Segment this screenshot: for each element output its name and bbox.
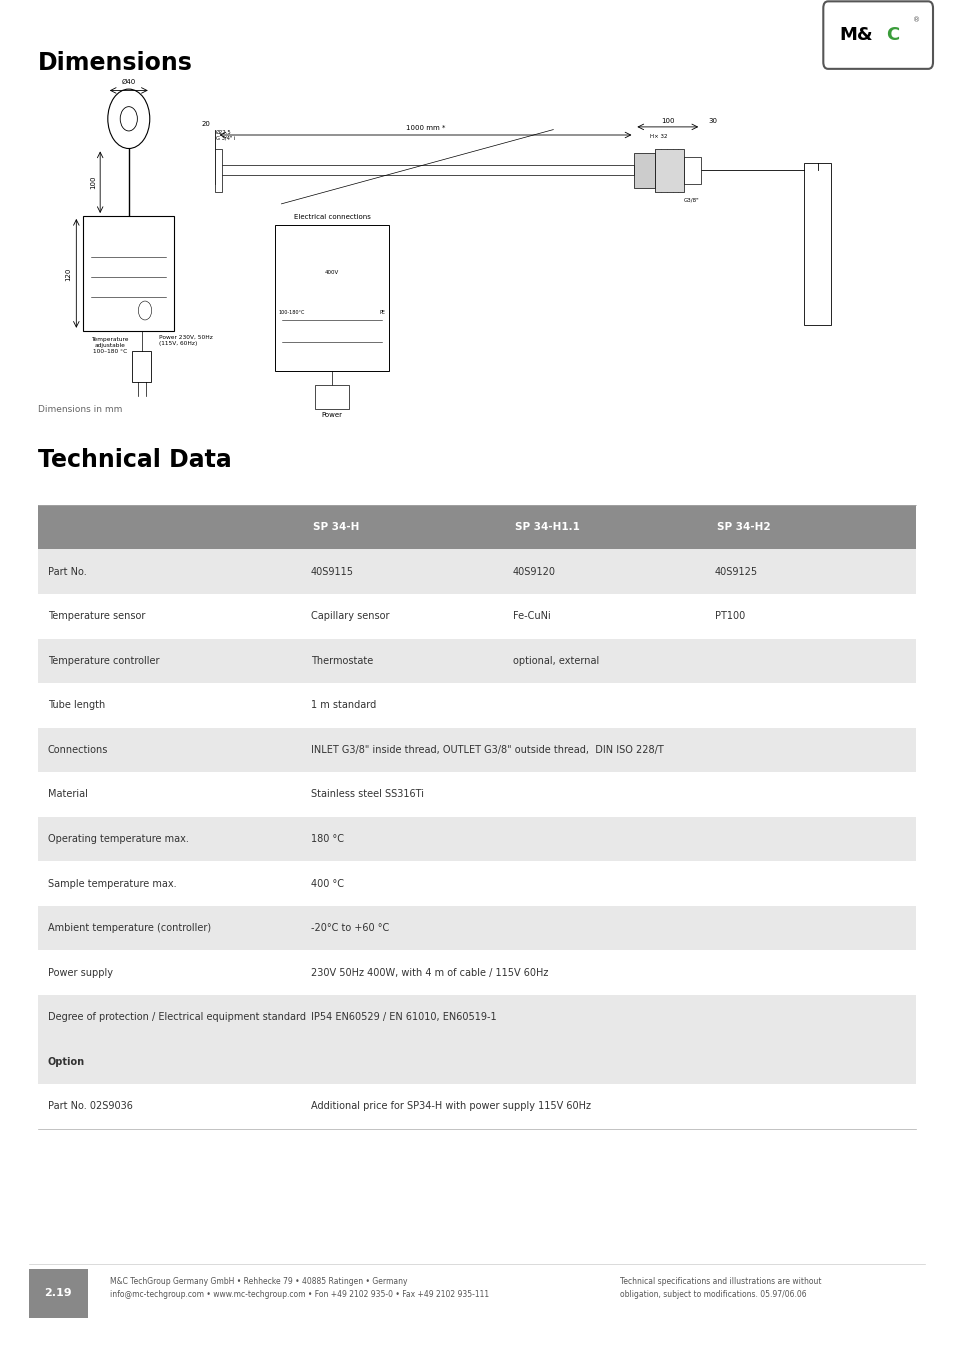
Text: Electrical connections: Electrical connections xyxy=(294,215,370,220)
Text: Power: Power xyxy=(321,412,342,417)
Bar xyxy=(116,304,128,320)
Text: Ø40: Ø40 xyxy=(122,80,135,85)
Bar xyxy=(299,342,309,355)
Text: Fe-CuNi: Fe-CuNi xyxy=(513,612,550,621)
Text: Part No. 02S9036: Part No. 02S9036 xyxy=(48,1102,132,1111)
Text: 30: 30 xyxy=(708,119,717,124)
Bar xyxy=(330,342,339,355)
Bar xyxy=(38,817,915,861)
Text: Capillary sensor: Capillary sensor xyxy=(311,612,389,621)
Text: 180 °C: 180 °C xyxy=(311,834,344,844)
Text: Technical Data: Technical Data xyxy=(38,448,232,472)
Bar xyxy=(214,148,222,192)
Bar xyxy=(38,505,915,549)
Text: Power supply: Power supply xyxy=(48,968,112,977)
Text: 120: 120 xyxy=(66,267,71,281)
Bar xyxy=(803,163,830,325)
Text: Temperature sensor: Temperature sensor xyxy=(48,612,145,621)
Bar xyxy=(38,639,915,683)
Circle shape xyxy=(120,107,137,131)
Bar xyxy=(38,861,915,906)
Bar xyxy=(345,342,355,355)
Text: M&: M& xyxy=(839,26,872,45)
Bar xyxy=(38,728,915,772)
Text: Additional price for SP34-H with power supply 115V 60Hz: Additional price for SP34-H with power s… xyxy=(311,1102,591,1111)
Text: Option: Option xyxy=(48,1057,85,1066)
Text: Operating temperature max.: Operating temperature max. xyxy=(48,834,189,844)
Bar xyxy=(634,153,655,188)
Bar xyxy=(284,342,294,355)
Text: Power 230V, 50Hz
(115V, 60Hz): Power 230V, 50Hz (115V, 60Hz) xyxy=(159,335,213,346)
Bar xyxy=(38,1084,915,1129)
Text: Temperature controller: Temperature controller xyxy=(48,656,159,666)
Text: Ambient temperature (controller): Ambient temperature (controller) xyxy=(48,923,211,933)
Text: 100: 100 xyxy=(660,119,674,124)
Circle shape xyxy=(108,89,150,148)
Text: IP54 EN60529 / EN 61010, EN60519-1: IP54 EN60529 / EN 61010, EN60519-1 xyxy=(311,1012,497,1022)
Bar xyxy=(83,216,173,331)
Bar xyxy=(38,683,915,728)
Text: Degree of protection / Electrical equipment standard: Degree of protection / Electrical equipm… xyxy=(48,1012,305,1022)
Text: Temperature
adjustable
100–180 °C: Temperature adjustable 100–180 °C xyxy=(91,338,129,354)
Bar xyxy=(38,995,915,1040)
Bar xyxy=(29,1269,88,1318)
Text: INLET G3/8" inside thread, OUTLET G3/8" outside thread,  DIN ISO 228/T: INLET G3/8" inside thread, OUTLET G3/8" … xyxy=(311,745,663,755)
Text: Tube length: Tube length xyxy=(48,701,105,710)
Text: PT100: PT100 xyxy=(714,612,744,621)
Text: 40S9120: 40S9120 xyxy=(513,567,556,576)
Text: 1 m standard: 1 m standard xyxy=(311,701,375,710)
Text: -20°C to +60 °C: -20°C to +60 °C xyxy=(311,923,389,933)
Text: Part No.: Part No. xyxy=(48,567,87,576)
Text: 40S9125: 40S9125 xyxy=(714,567,757,576)
Text: Dimensions in mm: Dimensions in mm xyxy=(38,405,122,414)
Text: Dimensions: Dimensions xyxy=(38,51,193,76)
Bar xyxy=(97,304,109,320)
Bar xyxy=(274,225,389,371)
Bar xyxy=(216,165,634,174)
Text: M&C TechGroup Germany GmbH • Rehhecke 79 • 40885 Ratingen • Germany
info@mc-tech: M&C TechGroup Germany GmbH • Rehhecke 79… xyxy=(110,1277,488,1299)
Bar xyxy=(132,351,152,382)
Bar xyxy=(38,906,915,950)
Bar xyxy=(38,594,915,639)
Text: Sample temperature max.: Sample temperature max. xyxy=(48,879,176,888)
Text: 100-180°C: 100-180°C xyxy=(278,309,305,315)
Text: Stainless steel SS316Ti: Stainless steel SS316Ti xyxy=(311,790,423,799)
Text: 400V: 400V xyxy=(325,270,338,274)
Text: H× 32: H× 32 xyxy=(649,134,666,139)
Bar xyxy=(38,950,915,995)
Text: Thermostate: Thermostate xyxy=(311,656,373,666)
Text: SP 34-H: SP 34-H xyxy=(313,522,359,532)
Bar xyxy=(38,1040,915,1084)
Circle shape xyxy=(138,301,152,320)
Text: Ø22.5
G 3/4" i: Ø22.5 G 3/4" i xyxy=(215,130,234,140)
Text: 100: 100 xyxy=(91,176,96,189)
Text: 1000 mm *: 1000 mm * xyxy=(405,126,445,131)
Bar xyxy=(360,342,370,355)
Bar xyxy=(314,385,349,409)
Text: Technical specifications and illustrations are without
obligation, subject to mo: Technical specifications and illustratio… xyxy=(619,1277,821,1299)
Bar xyxy=(38,772,915,817)
Text: SP 34-H2: SP 34-H2 xyxy=(716,522,769,532)
Text: 2.19: 2.19 xyxy=(45,1288,71,1299)
Text: 230V 50Hz 400W, with 4 m of cable / 115V 60Hz: 230V 50Hz 400W, with 4 m of cable / 115V… xyxy=(311,968,548,977)
Text: 40S9115: 40S9115 xyxy=(311,567,354,576)
Text: optional, external: optional, external xyxy=(513,656,598,666)
Bar xyxy=(683,157,700,184)
Bar xyxy=(38,549,915,594)
FancyBboxPatch shape xyxy=(822,1,932,69)
Bar xyxy=(655,148,683,192)
Text: Connections: Connections xyxy=(48,745,108,755)
Text: ®: ® xyxy=(912,18,919,23)
Text: PE: PE xyxy=(379,309,385,315)
Bar xyxy=(314,342,324,355)
Text: 400 °C: 400 °C xyxy=(311,879,344,888)
Text: C: C xyxy=(885,26,899,45)
Text: Material: Material xyxy=(48,790,88,799)
Text: SP 34-H1.1: SP 34-H1.1 xyxy=(515,522,579,532)
Text: G3/8": G3/8" xyxy=(683,197,699,202)
Text: 20: 20 xyxy=(202,122,211,127)
